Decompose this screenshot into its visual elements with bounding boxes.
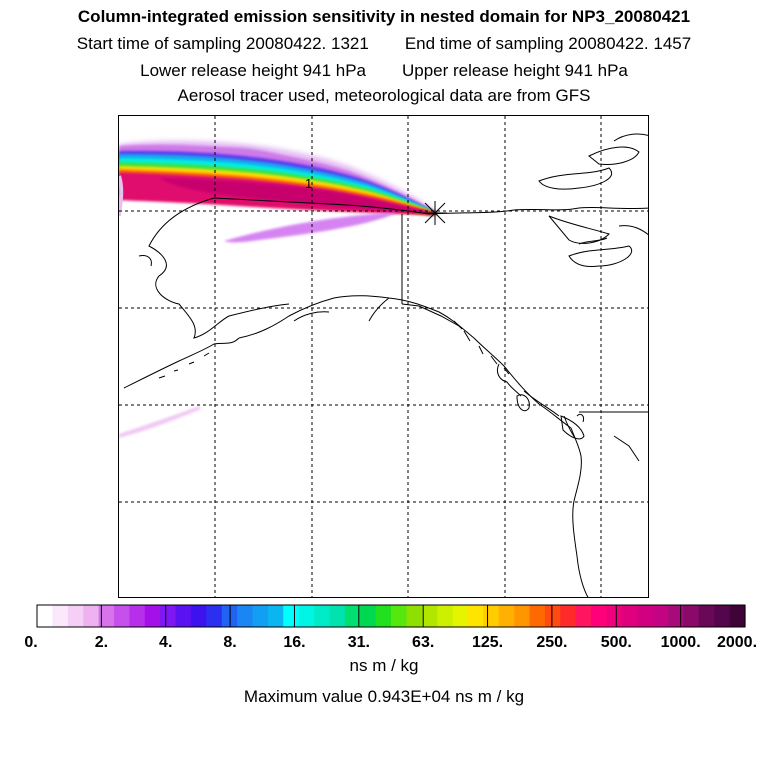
map-frame: 1: [118, 115, 649, 598]
colorbar-swatch: [375, 605, 392, 627]
colorbar-tick-label: 0.: [24, 634, 37, 651]
star-burst-icon: [423, 201, 447, 225]
lat-lon-grid: [119, 116, 648, 597]
colorbar-swatch: [637, 605, 654, 627]
colorbar-tick-label: 500.: [601, 634, 632, 651]
colorbar-swatch: [668, 605, 685, 627]
colorbar-swatch: [37, 605, 53, 627]
colorbar: 0. 2. 4. 8. 16. 31. 63. 125. 250. 500. 1000. 2000.: [24, 604, 757, 651]
max-value-label: Maximum value 0.943E+04 ns m / kg: [243, 687, 525, 706]
colorbar-swatch: [283, 605, 300, 627]
colorbar-swatch: [529, 605, 546, 627]
colorbar-swatch: [421, 605, 438, 627]
colorbar-border: [36, 604, 746, 628]
colorbar-swatch: [329, 605, 346, 627]
colorbar-swatch: [575, 605, 592, 627]
colorbar-tick-label: 8.: [223, 634, 236, 651]
colorbar-tick-label: 125.: [472, 634, 503, 651]
colorbar-swatch: [452, 605, 469, 627]
colorbar-swatch: [144, 605, 161, 627]
colorbar-swatch: [544, 605, 561, 627]
colorbar-swatch: [52, 605, 69, 627]
coastlines: [123, 133, 648, 597]
colorbar-swatch: [113, 605, 130, 627]
colorbar-swatch: [360, 605, 377, 627]
colorbar-tick-label: 16.: [283, 634, 305, 651]
colorbar-tick-label: 31.: [348, 634, 370, 651]
sampling-times: Start time of sampling 20080422. 1321 End…: [0, 34, 768, 54]
colorbar-swatch: [514, 605, 531, 627]
colorbar-swatch: [175, 605, 192, 627]
upper-release-label: Upper release height 941 hPa: [402, 61, 628, 80]
colorbar-swatch: [252, 605, 269, 627]
colorbar-swatch: [344, 605, 361, 627]
colorbar-swatch: [129, 605, 146, 627]
colorbar-swatch: [267, 605, 284, 627]
start-sampling-label: Start time of sampling 20080422. 1321: [76, 34, 369, 53]
colorbar-swatch: [483, 605, 500, 627]
map-canvas: 1: [119, 116, 648, 597]
colorbar-tick-label: 250.: [536, 634, 567, 651]
colorbar-swatch: [683, 605, 700, 627]
colorbar-swatch: [406, 605, 423, 627]
colorbar-tick-label: 2.: [95, 634, 108, 651]
colorbar-tick-label: 63.: [412, 634, 434, 651]
colorbar-swatch: [67, 605, 84, 627]
colorbar-swatch: [467, 605, 484, 627]
political-borders: [401, 214, 648, 462]
colorbar-swatch: [498, 605, 515, 627]
colorbar-ticks: 0. 2. 4. 8. 16. 31. 63. 125. 250. 500. 1000. 2000.: [24, 605, 757, 651]
colorbar-swatch: [83, 605, 100, 627]
colorbar-swatch: [314, 605, 331, 627]
colorbar-tick-label: 4.: [159, 634, 172, 651]
colorbar-swatch: [298, 605, 315, 627]
colorbar-swatch: [698, 605, 715, 627]
colorbar-swatch: [206, 605, 223, 627]
colorbar-swatch: [621, 605, 638, 627]
colorbar-swatch: [606, 605, 623, 627]
colorbar-swatches: [37, 605, 746, 627]
colorbar-tick-label: 2000.: [717, 634, 757, 651]
colorbar-swatch: [190, 605, 207, 627]
colorbar-swatch: [591, 605, 608, 627]
colorbar-swatch: [160, 605, 177, 627]
tracer-info: Aerosol tracer used, meteorological data…: [177, 86, 591, 105]
colorbar-swatch: [652, 605, 669, 627]
colorbar-tick-label: 1000.: [661, 634, 701, 651]
colorbar-swatch: [729, 605, 746, 627]
colorbar-swatch: [714, 605, 731, 627]
colorbar-swatch: [437, 605, 454, 627]
end-sampling-label: End time of sampling 20080422. 1457: [404, 34, 692, 53]
colorbar-unit: ns m / kg: [349, 656, 419, 675]
lower-release-label: Lower release height 941 hPa: [140, 61, 366, 80]
colorbar-swatch: [391, 605, 407, 627]
colorbar-swatch: [237, 605, 254, 627]
emission-plume: [119, 140, 437, 438]
release-heights: Lower release height 941 hPa Upper releas…: [0, 61, 768, 81]
plot-title: Column-integrated emission sensitivity i…: [77, 7, 691, 26]
plume-age-label: 1: [305, 176, 312, 191]
colorbar-swatch: [560, 605, 577, 627]
colorbar-swatch: [98, 605, 115, 627]
